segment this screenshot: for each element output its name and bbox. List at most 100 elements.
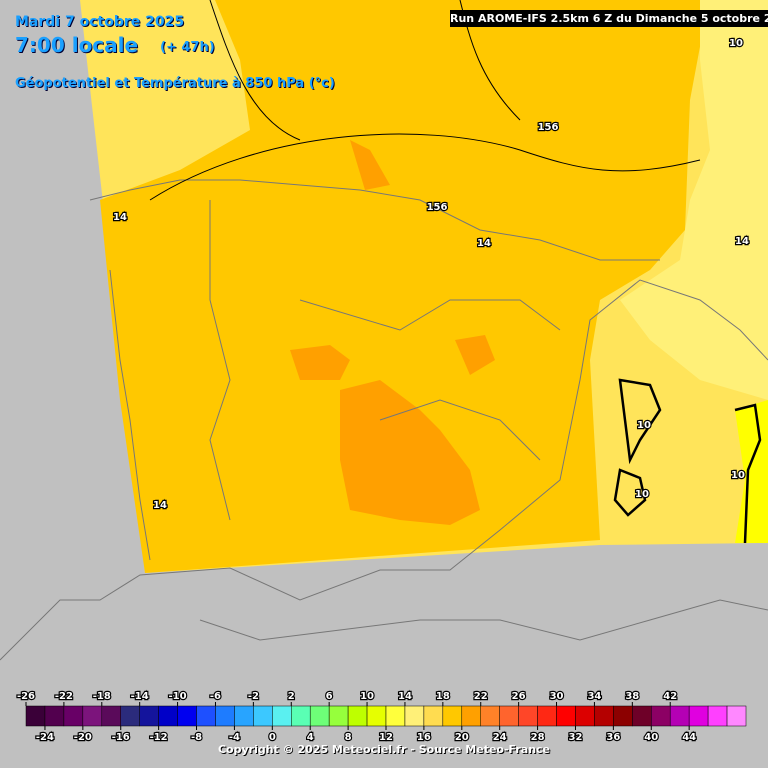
colorbar-label: 2: [288, 691, 295, 702]
temp-zone-12: [620, 0, 768, 400]
colorbar-cell: [480, 705, 500, 727]
colorbar-label: -20: [74, 732, 92, 743]
colorbar-cell: [707, 705, 728, 727]
colorbar-cell: [309, 705, 330, 727]
colorbar-label: -10: [169, 691, 187, 702]
colorbar-label: 32: [569, 732, 583, 743]
colorbar-cell: [291, 705, 311, 727]
colorbar-label: 12: [379, 732, 393, 743]
time: 7:00 locale: [15, 33, 139, 57]
colorbar-label: -26: [17, 691, 35, 702]
colorbar-label: 10: [360, 691, 374, 702]
colorbar-cell: [139, 705, 159, 727]
colorbar-cell: [328, 705, 349, 727]
colorbar-cell: [101, 705, 121, 727]
colorbar-cell: [575, 705, 595, 727]
contour-label: 14: [113, 212, 127, 223]
colorbar-label: -2: [248, 691, 259, 702]
colorbar-cell: [442, 705, 463, 727]
colorbar-cell: [63, 705, 84, 727]
warm-patch: [455, 335, 495, 375]
contour-label: 10: [635, 489, 649, 500]
warm-patch: [350, 140, 390, 190]
colorbar-cell: [177, 705, 197, 727]
colorbar-cell: [688, 705, 709, 727]
colorbar-cell: [499, 705, 519, 727]
contour-label: 156: [538, 122, 559, 133]
colorbar-label: 20: [455, 732, 469, 743]
warm-patch: [340, 380, 480, 525]
colorbar-cell: [423, 705, 444, 727]
temp-zone-16: [100, 0, 705, 573]
colorbar-label: 14: [398, 691, 412, 702]
colorbar-cell: [669, 705, 690, 727]
colorbar-label: 36: [606, 732, 620, 743]
colorbar-cell: [347, 705, 368, 727]
colorbar-cell: [120, 705, 140, 727]
colorbar-label: -24: [36, 732, 54, 743]
warm-patch: [290, 345, 350, 380]
contour-label: 14: [153, 500, 167, 511]
contour-labels: 10 156 14 156 14 14 10 10 10 14: [112, 37, 750, 512]
lead-time: (+ 47h): [160, 40, 215, 55]
colorbar-label: -14: [131, 691, 149, 702]
colorbar-cell: [594, 705, 614, 727]
colorbar-cell: [366, 705, 387, 727]
colorbar-label: 34: [587, 691, 601, 702]
colorbar-cell: [632, 705, 652, 727]
colorbar-label: 26: [512, 691, 526, 702]
coastlines: [0, 179, 768, 661]
colorbar-label: 6: [326, 691, 333, 702]
colorbar-label: 8: [345, 732, 352, 743]
colorbar-cell: [25, 705, 46, 727]
contour-label: 14: [735, 236, 749, 247]
contour-label: 14: [477, 238, 491, 249]
colorbar-label: 30: [550, 691, 564, 702]
colorbar-label: -18: [93, 691, 111, 702]
colorbar-label: -16: [112, 732, 130, 743]
contour-label: 10: [731, 470, 745, 481]
colorbar-cell: [253, 705, 273, 727]
colorbar-cell: [537, 705, 557, 727]
colorbar: -26-24-22-20-18-16-14-12-10-8-6-4-202468…: [16, 690, 747, 744]
colorbar-cell: [234, 705, 254, 727]
colorbar-label: 16: [417, 732, 431, 743]
colorbar-cell: [82, 705, 103, 727]
contour-label: 156: [427, 202, 448, 213]
colorbar-label: -6: [210, 691, 221, 702]
run-info: Run AROME-IFS 2.5km 6 Z du Dimanche 5 oc…: [450, 10, 768, 27]
colorbar-cell: [613, 705, 633, 727]
colorbar-cell: [518, 705, 538, 727]
colorbar-label: -22: [55, 691, 73, 702]
colorbar-label: 4: [307, 732, 314, 743]
date: Mardi 7 octobre 2025: [15, 14, 185, 30]
copyright: Copyright © 2025 Meteociel.fr - Source M…: [217, 743, 551, 756]
colorbar-label: 42: [663, 691, 677, 702]
colorbar-label: 0: [269, 732, 276, 743]
colorbar-cell: [158, 705, 178, 727]
colorbar-label: 28: [531, 732, 545, 743]
colorbar-label: -12: [150, 732, 168, 743]
colorbar-cell: [461, 705, 481, 727]
colorbar-label: 18: [436, 691, 450, 702]
colorbar-cell: [196, 705, 216, 727]
colorbar-label: -4: [229, 732, 240, 743]
colorbar-cell: [726, 705, 747, 727]
contour-label: 10: [637, 420, 651, 431]
field-title: Géopotentiel et Température à 850 hPa (°…: [15, 76, 335, 91]
colorbar-cell: [651, 705, 671, 727]
isotherm-10: [613, 378, 762, 544]
colorbar-label: 22: [474, 691, 488, 702]
colorbar-label: 40: [644, 732, 658, 743]
colorbar-cell: [385, 705, 406, 727]
colorbar-label: 24: [493, 732, 507, 743]
colorbar-cell: [404, 705, 425, 727]
colorbar-cell: [556, 705, 576, 727]
colorbar-cell: [272, 705, 292, 727]
contour-label: 10: [729, 38, 743, 49]
colorbar-label: 38: [625, 691, 639, 702]
colorbar-cell: [44, 705, 65, 727]
colorbar-label: 44: [682, 732, 696, 743]
